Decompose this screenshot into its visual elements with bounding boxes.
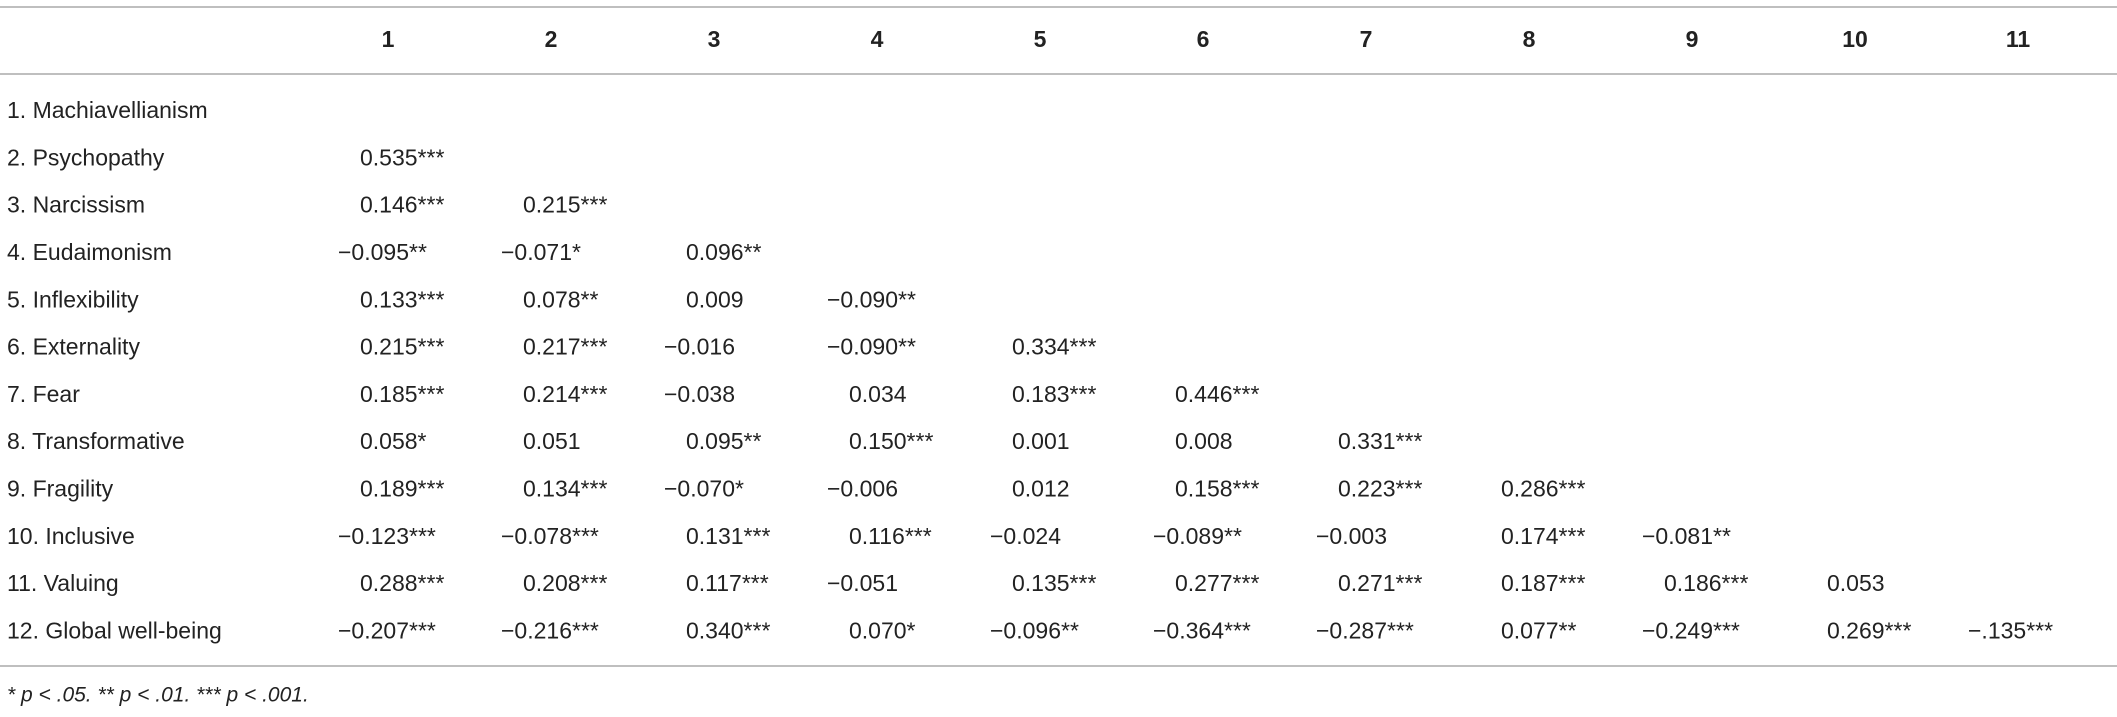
column-header: 11 bbox=[2006, 26, 2031, 52]
cell: 0.150*** bbox=[849, 428, 933, 454]
column-header: 7 bbox=[1360, 26, 1373, 52]
cell: 0.214*** bbox=[523, 381, 607, 407]
cell: −0.003 bbox=[1316, 523, 1387, 549]
cell: 0.185*** bbox=[360, 381, 444, 407]
cell: 0.117*** bbox=[686, 570, 769, 596]
cell: 0.058* bbox=[360, 428, 427, 454]
row-label: 2. Psychopathy bbox=[7, 144, 165, 170]
cell: 0.095** bbox=[686, 428, 762, 454]
column-header: 2 bbox=[545, 26, 558, 52]
cell: 0.135*** bbox=[1012, 570, 1096, 596]
cell: −0.095** bbox=[338, 239, 427, 265]
cell: −0.096** bbox=[990, 617, 1079, 643]
row-label: 7. Fear bbox=[7, 381, 80, 407]
cell: 0.215*** bbox=[360, 334, 444, 360]
cell: 0.078** bbox=[523, 286, 599, 312]
cell: 0.288*** bbox=[360, 570, 444, 596]
cell: 0.535*** bbox=[360, 144, 444, 170]
column-header: 4 bbox=[871, 26, 884, 52]
cell: −0.016 bbox=[664, 334, 735, 360]
cell: 0.271*** bbox=[1338, 570, 1422, 596]
cell: 0.012 bbox=[1012, 475, 1070, 501]
column-header: 10 bbox=[1842, 26, 1868, 52]
cell: 0.133*** bbox=[360, 286, 444, 312]
cell: 0.286*** bbox=[1501, 475, 1585, 501]
row-label: 4. Eudaimonism bbox=[7, 239, 172, 265]
cell: 0.189*** bbox=[360, 475, 444, 501]
cell: 0.334*** bbox=[1012, 334, 1096, 360]
cell: 0.134*** bbox=[523, 475, 607, 501]
row-label: 10. Inclusive bbox=[7, 523, 135, 549]
cell: 0.215*** bbox=[523, 192, 607, 218]
cell: 0.009 bbox=[686, 286, 744, 312]
cell: −0.006 bbox=[827, 475, 898, 501]
column-header: 3 bbox=[708, 26, 721, 52]
column-header: 9 bbox=[1686, 26, 1699, 52]
cell: −0.123*** bbox=[338, 523, 436, 549]
cell: 0.070* bbox=[849, 617, 916, 643]
column-header: 1 bbox=[382, 26, 395, 52]
cell: −0.216*** bbox=[501, 617, 599, 643]
cell: 0.446*** bbox=[1175, 381, 1259, 407]
cell: −0.089** bbox=[1153, 523, 1242, 549]
cell: −0.081** bbox=[1642, 523, 1731, 549]
footnote: * p < .05. ** p < .01. *** p < .001. bbox=[7, 684, 309, 707]
cell: 0.217*** bbox=[523, 334, 607, 360]
cell: −0.207*** bbox=[338, 617, 436, 643]
cell: −0.071* bbox=[501, 239, 581, 265]
cell: 0.008 bbox=[1175, 428, 1233, 454]
cell: 0.208*** bbox=[523, 570, 607, 596]
cell: 0.223*** bbox=[1338, 475, 1422, 501]
cell: 0.331*** bbox=[1338, 428, 1422, 454]
cell: 0.146*** bbox=[360, 192, 444, 218]
cell: 0.269*** bbox=[1827, 617, 1911, 643]
cell: 0.186*** bbox=[1664, 570, 1748, 596]
cell: −.135*** bbox=[1968, 617, 2053, 643]
cell: 0.051 bbox=[523, 428, 581, 454]
column-header: 6 bbox=[1197, 26, 1210, 52]
cell: 0.116*** bbox=[849, 523, 932, 549]
cell: 0.034 bbox=[849, 381, 907, 407]
cell: 0.077** bbox=[1501, 617, 1577, 643]
cell: 0.053 bbox=[1827, 570, 1885, 596]
cell: −0.090** bbox=[827, 334, 916, 360]
cell: −0.051 bbox=[827, 570, 898, 596]
row-label: 12. Global well-being bbox=[7, 617, 222, 643]
cell: 0.340*** bbox=[686, 617, 770, 643]
cell: 0.001 bbox=[1012, 428, 1070, 454]
column-header: 8 bbox=[1523, 26, 1536, 52]
row-label: 9. Fragility bbox=[7, 475, 114, 501]
cell: −0.364*** bbox=[1153, 617, 1251, 643]
cell: −0.038 bbox=[664, 381, 735, 407]
cell: −0.090** bbox=[827, 286, 916, 312]
column-header: 5 bbox=[1034, 26, 1047, 52]
cell: −0.024 bbox=[990, 523, 1061, 549]
cell: −0.249*** bbox=[1642, 617, 1740, 643]
row-label: 1. Machiavellianism bbox=[7, 97, 208, 123]
cell: 0.187*** bbox=[1501, 570, 1585, 596]
cell: 0.158*** bbox=[1175, 475, 1259, 501]
row-label: 6. Externality bbox=[7, 334, 140, 360]
row-label: 3. Narcissism bbox=[7, 192, 145, 218]
row-label: 8. Transformative bbox=[7, 428, 185, 454]
cell: −0.287*** bbox=[1316, 617, 1414, 643]
row-label: 5. Inflexibility bbox=[7, 286, 139, 312]
row-label: 11. Valuing bbox=[7, 570, 119, 596]
cell: −0.078*** bbox=[501, 523, 599, 549]
cell: 0.131*** bbox=[686, 523, 770, 549]
cell: 0.277*** bbox=[1175, 570, 1259, 596]
cell: 0.096** bbox=[686, 239, 762, 265]
cell: −0.070* bbox=[664, 475, 744, 501]
cell: 0.183*** bbox=[1012, 381, 1096, 407]
cell: 0.174*** bbox=[1501, 523, 1585, 549]
